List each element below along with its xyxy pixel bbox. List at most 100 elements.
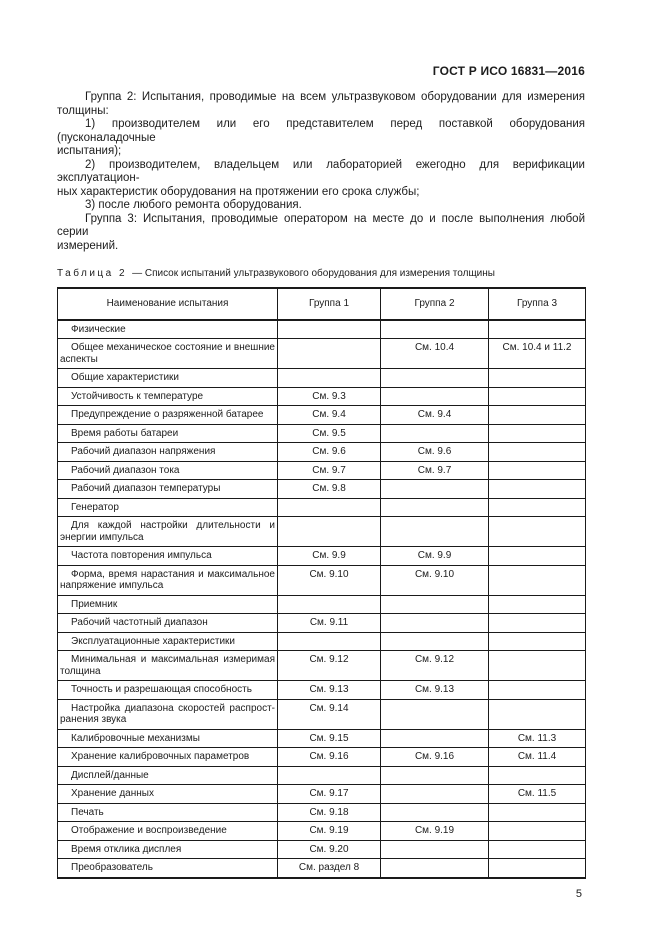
test-name-line: Для каждой настройки длительности и <box>71 520 275 531</box>
header-row: Наименование испытания Группа 1 Группа 2… <box>57 287 586 321</box>
group3-cell <box>488 479 586 499</box>
test-name-line: Минимальная и максимальная измеримая <box>71 654 275 665</box>
group1-cell: См. 9.19 <box>277 821 381 841</box>
test-name-cell: Хранение данных <box>57 784 278 804</box>
group3-cell <box>488 423 586 443</box>
table-body: Физические Общее механическое состояние и… <box>57 319 586 878</box>
group3-cell: См. 11.4 <box>488 747 586 767</box>
group2-cell: См. 10.4 <box>380 338 489 369</box>
group2-cell: См. 9.19 <box>380 821 489 841</box>
test-name-line: Частота повторения импульса <box>71 550 212 561</box>
group3-cell: См. 10.4 и 11.2 <box>488 338 586 369</box>
test-name-cell: Время работы батареи <box>57 423 278 443</box>
test-name-line: толщина <box>60 665 101 677</box>
test-name-line: Калибровочные механизмы <box>71 732 200 744</box>
table-row: Калибровочные механизмы См. 9.15 См. 11.3 <box>57 728 586 748</box>
group3-cell <box>488 680 586 700</box>
test-name-line: Рабочий диапазон напряжения <box>71 446 216 457</box>
test-name-cell: Общее механическое состояние и внешние ас… <box>57 338 278 369</box>
table-row: Время работы батареи См. 9.5 <box>57 423 586 443</box>
table-row: Рабочий диапазон тока См. 9.7 См. 9.7 <box>57 460 586 480</box>
test-name-line: напряжение импульса <box>60 580 164 591</box>
group1-cell: См. 9.6 <box>277 442 381 462</box>
group1-cell: См. 9.11 <box>277 613 381 633</box>
group1-cell <box>277 516 381 547</box>
col-header-group1: Группа 1 <box>277 287 381 321</box>
test-name-line: Преобразователь <box>71 862 153 873</box>
group3-cell <box>488 650 586 681</box>
group2-cell: См. 9.12 <box>380 650 489 681</box>
table-row: Общее механическое состояние и внешние ас… <box>57 338 586 369</box>
test-name-line: аспекты <box>60 353 98 365</box>
table-row: Хранение калибровочных параметров См. 9.1… <box>57 747 586 767</box>
paragraph-line: Группа 2: Испытания, проводимые на всем … <box>85 91 585 103</box>
table-row: Хранение данных См. 9.17 См. 11.5 <box>57 784 586 804</box>
test-name-cell: Преобразователь <box>57 858 278 878</box>
group3-cell <box>488 497 586 517</box>
group2-cell <box>380 858 489 878</box>
group3-cell <box>488 594 586 614</box>
test-name-line: Физические <box>71 323 126 335</box>
test-name-line: Отображение и воспроизведение <box>71 825 227 836</box>
group1-cell <box>277 594 381 614</box>
table-row: Дисплей/данные <box>57 765 586 785</box>
group1-cell: См. 9.4 <box>277 405 381 425</box>
group2-cell: См. 9.16 <box>380 747 489 767</box>
group2-cell: См. 9.4 <box>380 405 489 425</box>
group1-cell: См. 9.16 <box>277 747 381 767</box>
test-name-line: Настройка диапазона скоростей распрост- <box>71 702 275 714</box>
group3-cell <box>488 631 586 651</box>
test-name-cell: Минимальная и максимальная измеримая толщ… <box>57 650 278 681</box>
group2-cell <box>380 386 489 406</box>
group1-cell: См. 9.17 <box>277 784 381 804</box>
group2-cell <box>380 368 489 388</box>
col-header-group2: Группа 2 <box>380 287 489 321</box>
group3-cell <box>488 368 586 388</box>
group1-cell: См. 9.9 <box>277 546 381 566</box>
group1-cell <box>277 497 381 517</box>
group3-cell <box>488 460 586 480</box>
group1-cell <box>277 368 381 388</box>
group2-cell <box>380 497 489 517</box>
test-name-line: Рабочий диапазон температуры <box>71 483 221 494</box>
test-name-line: Рабочий частотный диапазон <box>71 617 208 628</box>
test-name-line: Предупреждение о разряженной батарее <box>71 409 264 420</box>
test-name-cell: Настройка диапазона скоростей распрост-р… <box>57 698 278 730</box>
group2-cell <box>380 319 489 339</box>
tests-table: Наименование испытания Группа 1 Группа 2… <box>57 287 586 879</box>
paragraph-line: Группа 3: Испытания, проводимые оператор… <box>57 212 585 239</box>
group2-cell <box>380 594 489 614</box>
group3-cell <box>488 546 586 566</box>
group3-cell <box>488 319 586 339</box>
test-name-line: энергии импульса <box>60 531 144 543</box>
table-row: Преобразователь См. раздел 8 <box>57 858 586 878</box>
paragraph-line: измерений. <box>57 239 119 252</box>
test-name-line: Время отклика дисплея <box>71 843 182 855</box>
group3-cell: См. 11.5 <box>488 784 586 804</box>
table-row: Частота повторения импульса См. 9.9 См. 9.… <box>57 546 586 566</box>
doc-header: ГОСТ Р ИСО 16831—2016 <box>57 0 585 78</box>
group1-cell: См. 9.8 <box>277 479 381 499</box>
test-name-cell: Калибровочные механизмы <box>57 728 278 748</box>
group2-cell: См. 9.9 <box>380 546 489 566</box>
group1-cell: См. 9.3 <box>277 386 381 406</box>
test-name-line: Приемник <box>71 598 118 610</box>
paragraph-line: испытания); <box>57 145 122 157</box>
table-row: Для каждой настройки длительности и энерг… <box>57 516 586 547</box>
paragraph-line: 2) производителем, владельцем или лабора… <box>57 158 585 185</box>
test-name-line: Генератор <box>71 501 119 513</box>
group3-cell <box>488 802 586 822</box>
test-name-cell: Хранение калибровочных параметров <box>57 747 278 767</box>
test-name-line: Хранение калибровочных параметров <box>71 751 250 762</box>
group3-cell <box>488 516 586 547</box>
table-caption-label: Таблица 2 <box>57 268 128 279</box>
group3-cell <box>488 405 586 425</box>
group2-cell <box>380 479 489 499</box>
col-header-test-name: Наименование испытания <box>57 287 278 321</box>
table-row: Время отклика дисплея См. 9.20 <box>57 839 586 859</box>
group2-cell <box>380 631 489 651</box>
test-name-cell: Дисплей/данные <box>57 765 278 785</box>
table-row: Отображение и воспроизведение См. 9.19 См.… <box>57 821 586 841</box>
group3-cell <box>488 765 586 785</box>
table-row: Предупреждение о разряженной батарее См. … <box>57 405 586 425</box>
